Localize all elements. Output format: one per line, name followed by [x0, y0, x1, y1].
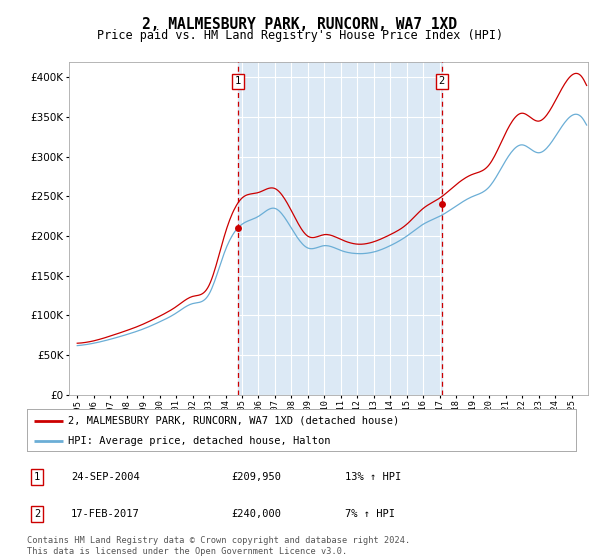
Text: 24-SEP-2004: 24-SEP-2004 — [71, 472, 140, 482]
Text: 17-FEB-2017: 17-FEB-2017 — [71, 509, 140, 519]
Text: 1: 1 — [235, 76, 241, 86]
Text: 1: 1 — [34, 472, 40, 482]
Text: 2: 2 — [34, 509, 40, 519]
Bar — [238, 62, 442, 395]
Text: Contains HM Land Registry data © Crown copyright and database right 2024.
This d: Contains HM Land Registry data © Crown c… — [27, 536, 410, 556]
Text: HPI: Average price, detached house, Halton: HPI: Average price, detached house, Halt… — [68, 436, 331, 446]
Text: 13% ↑ HPI: 13% ↑ HPI — [345, 472, 401, 482]
Text: £240,000: £240,000 — [231, 509, 281, 519]
Text: Price paid vs. HM Land Registry's House Price Index (HPI): Price paid vs. HM Land Registry's House … — [97, 29, 503, 42]
Text: £209,950: £209,950 — [231, 472, 281, 482]
Text: 2: 2 — [439, 76, 445, 86]
Text: 7% ↑ HPI: 7% ↑ HPI — [345, 509, 395, 519]
Text: 2, MALMESBURY PARK, RUNCORN, WA7 1XD: 2, MALMESBURY PARK, RUNCORN, WA7 1XD — [143, 17, 458, 32]
Text: 2, MALMESBURY PARK, RUNCORN, WA7 1XD (detached house): 2, MALMESBURY PARK, RUNCORN, WA7 1XD (de… — [68, 416, 400, 426]
